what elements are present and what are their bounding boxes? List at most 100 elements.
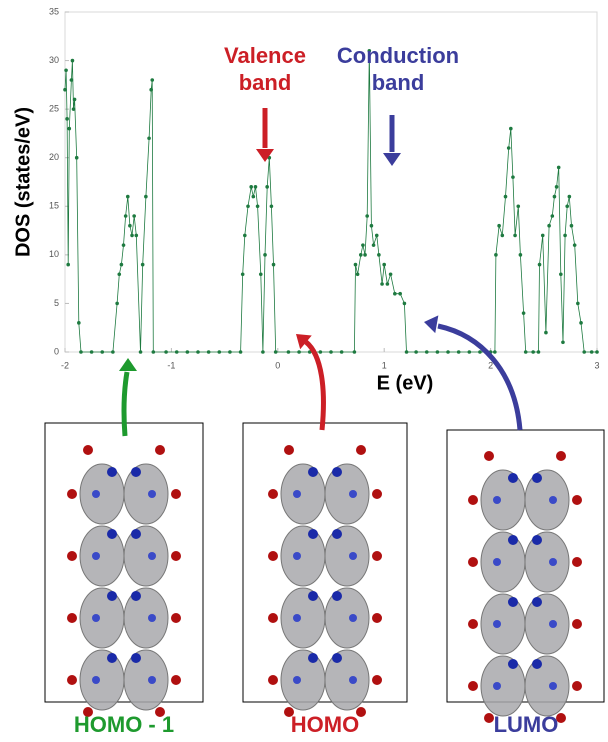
carbon-atom <box>532 597 542 607</box>
dos-point <box>72 107 76 111</box>
dos-point <box>382 263 386 267</box>
dos-point <box>115 302 119 306</box>
dos-point <box>380 282 384 286</box>
y-tick-label: 15 <box>49 201 59 211</box>
orbital-lobe <box>80 650 124 710</box>
orbital-lobe <box>80 588 124 648</box>
hydrogen-atom <box>268 489 278 499</box>
caption: HOMO - 1 <box>34 712 214 738</box>
dos-point <box>130 234 134 238</box>
dos-point <box>100 350 104 354</box>
carbon-atom <box>349 676 357 684</box>
dos-point <box>509 127 513 131</box>
carbon-atom <box>293 676 301 684</box>
arrow <box>438 326 520 430</box>
hydrogen-atom <box>372 551 382 561</box>
dos-point <box>590 350 594 354</box>
dos-point <box>365 214 369 218</box>
carbon-atom <box>308 467 318 477</box>
dos-point <box>457 350 461 354</box>
orbital-lobe <box>80 526 124 586</box>
dos-point <box>372 243 376 247</box>
dos-point <box>77 321 81 325</box>
carbon-atom <box>493 682 501 690</box>
dos-point <box>66 263 70 267</box>
dos-point <box>524 350 528 354</box>
y-tick-label: 25 <box>49 104 59 114</box>
dos-point <box>386 282 390 286</box>
orbital-lobe <box>281 588 325 648</box>
y-axis-label: DOS (states/eV) <box>12 107 34 257</box>
annotation: Conduction band <box>330 42 466 96</box>
orbital-lobe <box>325 588 369 648</box>
dos-point <box>544 331 548 335</box>
hydrogen-atom <box>356 445 366 455</box>
carbon-atom <box>549 558 557 566</box>
dos-point <box>565 204 569 208</box>
carbon-atom <box>107 591 117 601</box>
caption: HOMO <box>235 712 415 738</box>
carbon-atom <box>493 558 501 566</box>
dos-point <box>139 350 143 354</box>
dos-point <box>152 350 156 354</box>
dos-point <box>175 350 179 354</box>
dos-point <box>389 272 393 276</box>
carbon-atom <box>92 552 100 560</box>
hydrogen-atom <box>468 557 478 567</box>
carbon-atom <box>549 682 557 690</box>
dos-point <box>561 340 565 344</box>
dos-point <box>63 88 67 92</box>
hydrogen-atom <box>284 445 294 455</box>
dos-point <box>261 350 265 354</box>
dos-point <box>64 68 68 72</box>
dos-point <box>287 350 291 354</box>
hydrogen-atom <box>468 681 478 691</box>
dos-point <box>398 292 402 296</box>
dos-point <box>73 98 77 102</box>
carbon-atom <box>332 467 342 477</box>
dos-point <box>252 195 256 199</box>
carbon-atom <box>107 529 117 539</box>
dos-point <box>519 253 523 257</box>
dos-point <box>67 127 71 131</box>
hydrogen-atom <box>572 619 582 629</box>
carbon-atom <box>349 552 357 560</box>
y-tick-label: 10 <box>49 249 59 259</box>
orbital-lobe <box>281 464 325 524</box>
hydrogen-atom <box>468 619 478 629</box>
dos-point <box>217 350 221 354</box>
dos-point <box>501 234 505 238</box>
dos-point <box>436 350 440 354</box>
dos-point <box>149 88 153 92</box>
dos-point <box>90 350 94 354</box>
dos-point <box>65 117 69 121</box>
hydrogen-atom <box>67 551 77 561</box>
orbital-lobe <box>281 650 325 710</box>
orbital-lobe <box>124 650 168 710</box>
orbital-lobe <box>124 464 168 524</box>
dos-point <box>405 350 409 354</box>
dos-point <box>531 350 535 354</box>
dos-point <box>551 214 555 218</box>
arrow-head <box>119 358 137 371</box>
orbital-lobe <box>525 656 569 716</box>
dos-point <box>570 224 574 228</box>
dos-point <box>414 350 418 354</box>
orbital-lobe <box>80 464 124 524</box>
carbon-atom <box>308 591 318 601</box>
dos-point <box>207 350 211 354</box>
orbital-lobe <box>481 594 525 654</box>
x-tick-label: -2 <box>61 360 69 370</box>
y-tick-label: 35 <box>49 6 59 16</box>
dos-point <box>297 350 301 354</box>
carbon-atom <box>148 614 156 622</box>
dos-point <box>79 350 83 354</box>
dos-point <box>494 253 498 257</box>
arrow <box>124 372 127 436</box>
carbon-atom <box>131 591 141 601</box>
dos-point <box>270 204 274 208</box>
carbon-atom <box>107 653 117 663</box>
dos-point <box>516 204 520 208</box>
dos-point <box>340 350 344 354</box>
dos-point <box>249 185 253 189</box>
